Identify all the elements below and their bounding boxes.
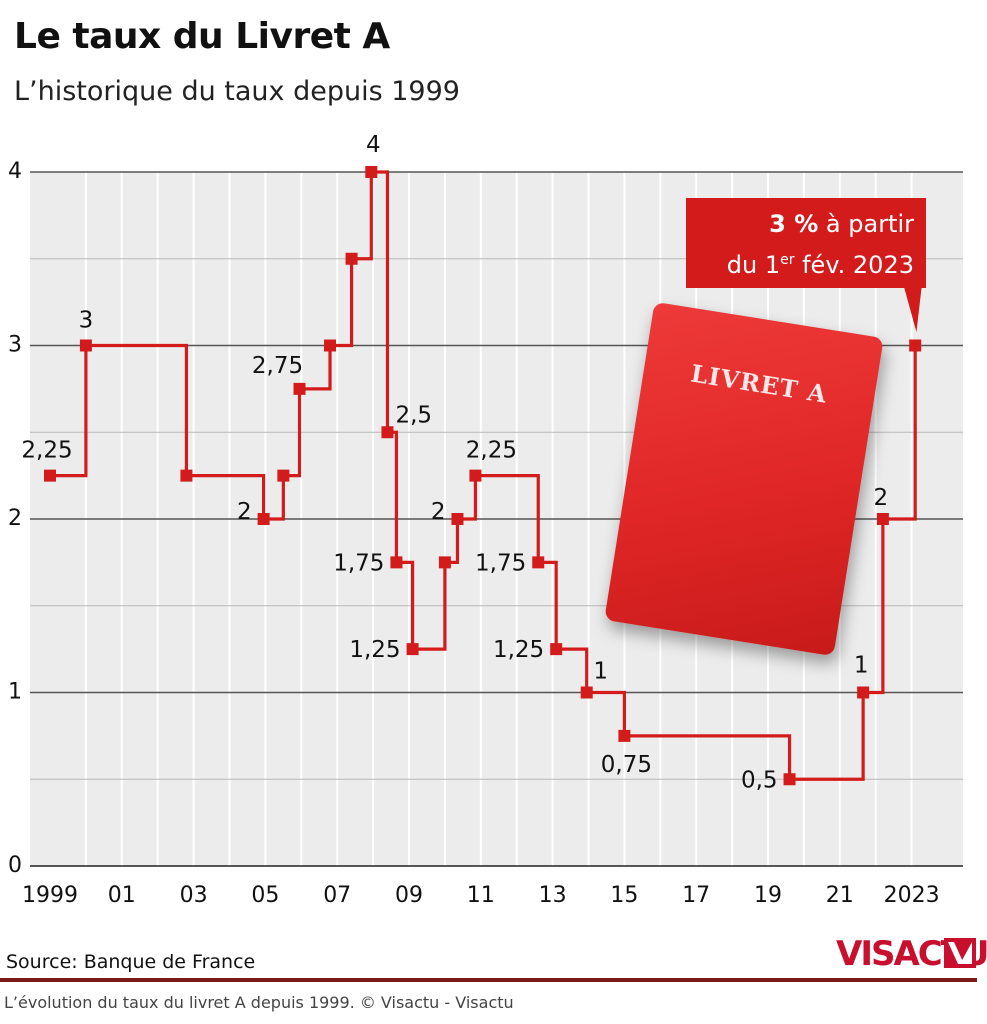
data-label: 1,75	[333, 550, 384, 576]
data-point-marker	[909, 339, 922, 352]
data-label: 1,25	[349, 637, 400, 663]
data-point-marker	[324, 339, 337, 352]
data-label: 4	[366, 132, 381, 158]
chart-subtitle: L’historique du taux depuis 1999	[14, 76, 460, 107]
data-point-marker	[44, 469, 56, 482]
data-point-marker	[390, 556, 403, 569]
data-label: 1	[593, 659, 608, 685]
data-label: 1	[854, 653, 869, 679]
passbook-label: LIVRET A	[688, 358, 830, 409]
callout-line1-text: à partir	[818, 210, 914, 238]
data-label: 2	[874, 485, 889, 511]
y-tick-label: 0	[8, 853, 22, 878]
data-label: 2,25	[466, 438, 517, 464]
x-tick-label: 05	[251, 883, 279, 908]
data-point-marker	[277, 469, 290, 482]
y-tick-label: 3	[8, 333, 22, 358]
data-label: 2,75	[252, 353, 303, 379]
rate-callout: 3 % à partir du 1er fév. 2023	[686, 198, 926, 288]
data-label: 2	[237, 499, 252, 525]
data-point-marker	[257, 513, 270, 525]
data-point-marker	[381, 426, 394, 439]
data-point-marker	[876, 513, 889, 525]
data-point-marker	[293, 382, 306, 395]
x-tick-label: 09	[395, 883, 423, 908]
data-label: 2,5	[395, 402, 432, 428]
data-point-marker	[857, 686, 870, 699]
visactu-logo-mark-icon	[944, 938, 976, 968]
data-point-marker	[618, 729, 631, 742]
data-point-marker	[406, 643, 419, 656]
callout-line-1: 3 % à partir	[686, 206, 914, 242]
data-label: 1,25	[493, 637, 544, 663]
y-tick-label: 1	[8, 680, 22, 705]
data-label: 0,5	[741, 767, 778, 793]
data-label: 3	[79, 308, 94, 334]
callout-superscript: er	[780, 252, 795, 268]
data-point-marker	[532, 556, 545, 569]
data-point-marker	[438, 556, 451, 569]
image-caption: L’évolution du taux du livret A depuis 1…	[4, 993, 514, 1012]
x-tick-label: 03	[180, 883, 208, 908]
x-tick-label: 13	[539, 883, 567, 908]
data-point-marker	[580, 686, 593, 699]
data-point-marker	[180, 469, 193, 482]
x-tick-label: 01	[108, 883, 136, 908]
callout-line2-end: fév. 2023	[794, 251, 914, 279]
x-tick-label: 19	[754, 883, 782, 908]
data-label: 2,25	[21, 438, 72, 464]
x-tick-label: 07	[323, 883, 351, 908]
data-point-marker	[550, 643, 563, 656]
source-note: Source: Banque de France	[6, 951, 256, 973]
data-point-marker	[783, 773, 796, 786]
y-tick-label: 2	[8, 506, 22, 531]
callout-line2-start: du 1	[726, 251, 781, 279]
x-tick-label: 15	[610, 883, 638, 908]
x-tick-label: 1999	[22, 883, 78, 908]
data-point-marker	[79, 339, 92, 352]
chart-title: Le taux du Livret A	[14, 16, 390, 57]
footer-rule	[0, 978, 977, 982]
data-label: 1,75	[475, 550, 526, 576]
data-point-marker	[451, 513, 464, 525]
callout-line-2: du 1er fév. 2023	[686, 242, 914, 283]
y-tick-label: 4	[8, 159, 22, 184]
x-tick-label: 17	[682, 883, 710, 908]
callout-bold-rate: 3 %	[769, 210, 819, 238]
data-point-marker	[469, 469, 482, 482]
x-tick-label: 11	[467, 883, 495, 908]
data-point-marker	[345, 252, 358, 265]
data-label: 0,75	[601, 752, 652, 778]
data-label: 2	[431, 499, 446, 525]
x-tick-label: 21	[826, 883, 854, 908]
data-point-marker	[365, 166, 378, 178]
x-tick-label: 2023	[884, 883, 940, 908]
